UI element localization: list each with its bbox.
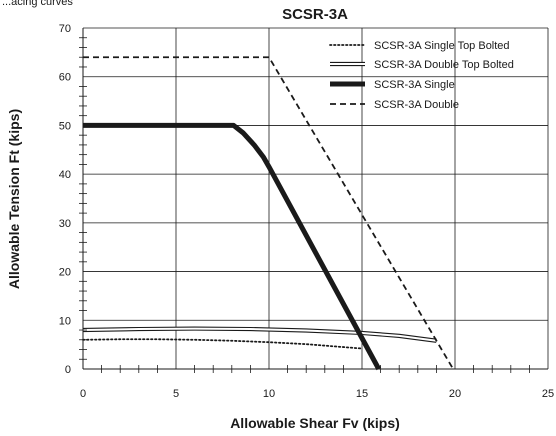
plot-series bbox=[82, 56, 454, 371]
series-line-1 bbox=[82, 338, 363, 350]
legend: SCSR-3A Single Top Bolted SCSR-3A Double … bbox=[329, 40, 514, 111]
y-tick-label: 20 bbox=[59, 267, 71, 279]
x-tick-label: 10 bbox=[263, 388, 275, 400]
y-tick-label: 40 bbox=[59, 169, 71, 181]
chart-title: SCSR-3A bbox=[282, 6, 348, 23]
y-tick-label: 60 bbox=[59, 72, 71, 84]
x-tick-label: 0 bbox=[80, 388, 86, 400]
x-tick-label: 20 bbox=[449, 388, 461, 400]
series-line-2 bbox=[82, 326, 437, 343]
grid bbox=[82, 27, 549, 370]
series-line-4 bbox=[83, 56, 454, 370]
legend-label-3: SCSR-3A Single bbox=[374, 79, 455, 91]
y-tick-label: 50 bbox=[59, 120, 71, 132]
y-tick-label: 70 bbox=[59, 23, 71, 35]
header-note: ...acing curves bbox=[2, 0, 73, 8]
axes: 0 5 10 15 20 25 0 10 20 30 40 50 60 70 bbox=[59, 23, 554, 400]
x-tick-label: 25 bbox=[542, 388, 554, 400]
y-axis-label: Allowable Tension Ft (kips) bbox=[6, 109, 22, 289]
y-tick-label: 30 bbox=[59, 218, 71, 230]
legend-label-4: SCSR-3A Double bbox=[374, 99, 459, 111]
y-tick-label: 10 bbox=[59, 315, 71, 327]
series-line-3 bbox=[83, 122, 381, 371]
x-tick-label: 5 bbox=[173, 388, 179, 400]
legend-label-1: SCSR-3A Single Top Bolted bbox=[374, 40, 510, 52]
x-axis-label: Allowable Shear Fv (kips) bbox=[230, 415, 400, 431]
y-tick-label: 0 bbox=[65, 364, 71, 376]
legend-label-2: SCSR-3A Double Top Bolted bbox=[374, 59, 514, 71]
x-tick-label: 15 bbox=[356, 388, 368, 400]
